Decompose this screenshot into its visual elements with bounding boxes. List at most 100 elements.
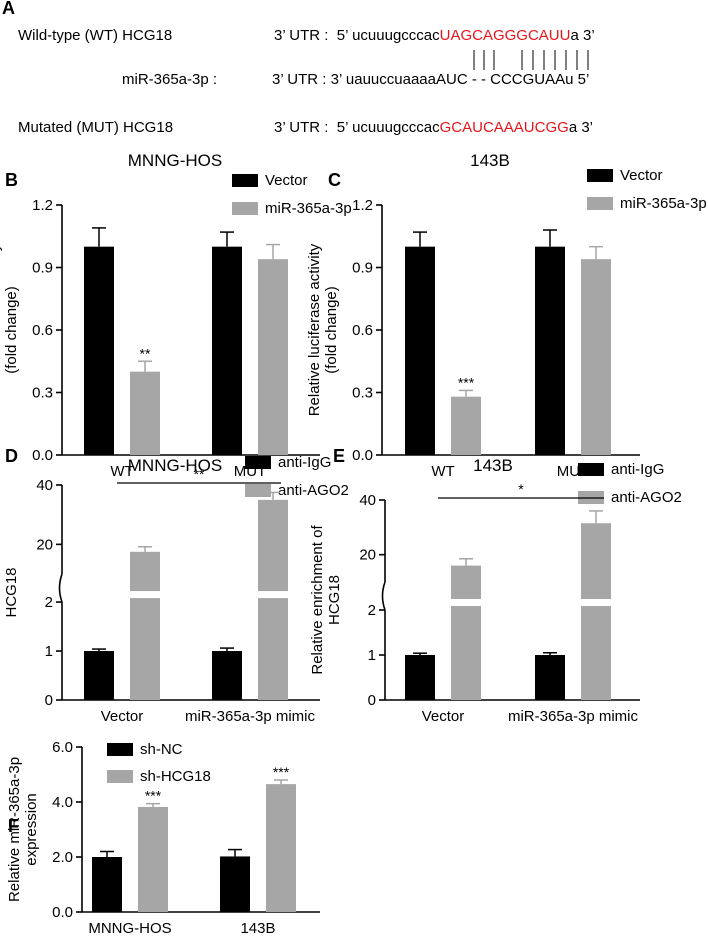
- panel-b-significance-label: **: [140, 345, 151, 361]
- panel-c-bar: [451, 396, 481, 455]
- panel-f-legend-swatch: [107, 770, 133, 783]
- panel-f-significance-label: ***: [145, 788, 162, 804]
- mir-label: miR-365a-3p :: [122, 71, 218, 88]
- panel-f-y-axis-label: Relative miR-365a-3p: [6, 757, 23, 902]
- panel-e-legend-label: anti-AGO2: [611, 489, 682, 506]
- panel-d-y-tick-label: 0: [45, 692, 53, 709]
- panel-c-legend-swatch: [587, 169, 613, 182]
- panel-f-y-tick-label: 2.0: [52, 849, 73, 866]
- panel-d-bar: [212, 651, 242, 700]
- panel-d-legend-label: anti-AGO2: [278, 482, 349, 499]
- panel-b-y-tick-label: 0.9: [32, 260, 53, 277]
- panel-f-bar: [92, 857, 122, 912]
- wt-sequence: 3’ UTR : 5’ ucuuugcccacUAGCAGGGCAUUa 3’: [274, 27, 595, 44]
- panel-b-y-axis-label: Relative luciferase activity: [0, 243, 3, 416]
- mut-seq-suffix: a 3’: [568, 119, 593, 136]
- panel-d-bar: [130, 551, 160, 700]
- panel-b-y-tick-label: 0.3: [32, 385, 53, 402]
- panel-b-bar: [212, 246, 242, 455]
- panel-b-y-tick-label: 0.0: [32, 447, 53, 464]
- panel-e-legend-label: anti-IgG: [611, 461, 664, 478]
- mut-sequence: 3’ UTR : 5’ ucuuugcccacGCAUCAAAUCGGa 3’: [274, 119, 593, 136]
- panel-c-bar: [535, 246, 565, 455]
- panel-b-legend-label: Vector: [265, 172, 308, 189]
- panel-e-y-tick-label: 0: [368, 692, 376, 709]
- panel-b-chart: B MNNG-HOS Vector miR-365a-3p 0.0 0.3 0.6 0.9 1.…: [0, 151, 352, 480]
- panel-e-bar: [451, 565, 481, 700]
- panel-f-y-tick-label: 6.0: [52, 739, 73, 756]
- panel-b-bar: [130, 371, 160, 455]
- panel-d-axis-break: [58, 573, 63, 603]
- panel-f-y-axis-label: expression: [23, 793, 40, 866]
- mir-sequence: 3’ UTR : 3’ uauuccuaaaaAUC - - CCCGUAAu …: [272, 71, 590, 88]
- mut-binding-site: GCAUCAAAUCGG: [439, 119, 569, 136]
- panel-c-y-axis-label: (fold change): [323, 286, 340, 374]
- panel-f-bar: [138, 806, 168, 912]
- panel-e-bar: [405, 655, 435, 700]
- panel-d-title: MNNG-HOS: [128, 456, 222, 475]
- panel-f-y-tick-label: 0.0: [52, 904, 73, 921]
- panel-f-legend-label: sh-HCG18: [140, 768, 211, 785]
- panel-e-bar-break: [580, 599, 612, 606]
- panel-e-chart: E 143B anti-IgG anti-AGO2 0 1 2 20 40 Relative en…: [309, 446, 682, 725]
- panel-d-x-tick-label: miR-365a-3p mimic: [185, 708, 316, 725]
- panel-e-bar: [581, 523, 611, 700]
- panel-b-bar: [84, 246, 114, 455]
- panel-f-x-tick-label: MNNG-HOS: [88, 920, 171, 937]
- panel-e-y-tick-label: 1: [368, 647, 376, 664]
- panel-f-legend-swatch: [107, 743, 133, 756]
- panel-b-legend-swatch: [232, 202, 258, 215]
- panel-d-bar: [258, 499, 288, 700]
- panel-c-y-tick-label: 0.0: [352, 447, 373, 464]
- panel-e-y-axis-label: Relative enrichment of: [309, 525, 326, 675]
- panel-c-letter: C: [328, 170, 341, 190]
- panel-d-y-axis-label: HCG18: [3, 567, 20, 617]
- panel-d-y-tick-label: 1: [45, 643, 53, 660]
- panel-e-title: 143B: [473, 456, 513, 475]
- wt-binding-site: UAGCAGGGCAUU: [439, 27, 571, 44]
- panel-e-letter: E: [333, 446, 345, 466]
- panel-d-chart: D MNNG-HOS anti-IgG anti-AGO2 0 1 2 20 40 Relativ…: [0, 446, 349, 725]
- wt-seq-prefix: 3’ UTR : 5’ ucuuugcccac: [274, 27, 440, 44]
- mut-seq-prefix: 3’ UTR : 5’ ucuuugcccac: [274, 119, 440, 136]
- panel-a-letter: A: [2, 0, 15, 18]
- panel-e-y-tick-label: 40: [359, 492, 376, 509]
- panel-d-bar-break: [129, 591, 161, 599]
- panel-f-chart: Fsh-NC sh-HCG18 0.0 2.0 4.0 6.0 Relative miR-3…: [6, 739, 320, 937]
- panel-b-legend-label: miR-365a-3p: [265, 200, 352, 217]
- panel-b-legend-swatch: [232, 174, 258, 187]
- panel-b-bar: [258, 259, 288, 455]
- panel-d-x-tick-label: Vector: [101, 708, 144, 725]
- panel-f-bar: [266, 784, 296, 912]
- panel-a-sequence-alignment: A Wild-type (WT) HCG18 3’ UTR : 5’ ucuuu…: [0, 0, 708, 160]
- panel-b-y-tick-label: 0.6: [32, 322, 53, 339]
- panel-e-x-tick-label: Vector: [422, 708, 465, 725]
- panel-e-y-tick-label: 2: [368, 602, 376, 619]
- panel-c-y-axis-label: Relative luciferase activity: [306, 243, 323, 416]
- panel-e-legend-swatch: [578, 463, 604, 476]
- panel-d-y-tick-label: 2: [45, 594, 53, 611]
- mut-label: Mutated (MUT) HCG18: [18, 119, 174, 136]
- panel-f-significance-label: ***: [273, 764, 290, 780]
- panel-c-significance-label: ***: [458, 374, 475, 390]
- panel-f-letter: F: [8, 816, 19, 836]
- panel-c-legend-label: miR-365a-3p: [620, 195, 707, 212]
- panel-f-bar: [220, 856, 250, 912]
- panel-c-x-tick-label: WT: [431, 463, 454, 480]
- panel-e-axis-break: [381, 581, 386, 611]
- panel-b-y-tick-label: 1.2: [32, 197, 53, 214]
- panel-c-y-tick-label: 1.2: [352, 197, 373, 214]
- panel-d-y-tick-label: 40: [36, 477, 53, 494]
- panel-d-legend-swatch: [245, 484, 271, 497]
- panel-e-bar: [535, 655, 565, 700]
- panel-c-chart: C 143B Vector miR-365a-3p 0.0 0.3 0.6 0.9 1.2 Rel…: [306, 151, 707, 480]
- panel-d-letter: D: [5, 446, 18, 466]
- panel-d-legend-label: anti-IgG: [278, 454, 331, 471]
- wt-seq-suffix: a 3’: [570, 27, 595, 44]
- panel-c-legend-swatch: [587, 197, 613, 210]
- panel-d-bar: [84, 651, 114, 700]
- panel-d-y-axis-label: Relative enrichment of: [0, 517, 3, 667]
- panel-f-x-tick-label: 143B: [240, 920, 275, 937]
- panel-d-legend-swatch: [245, 456, 271, 469]
- panel-b-y-axis-label: (fold change): [3, 286, 20, 374]
